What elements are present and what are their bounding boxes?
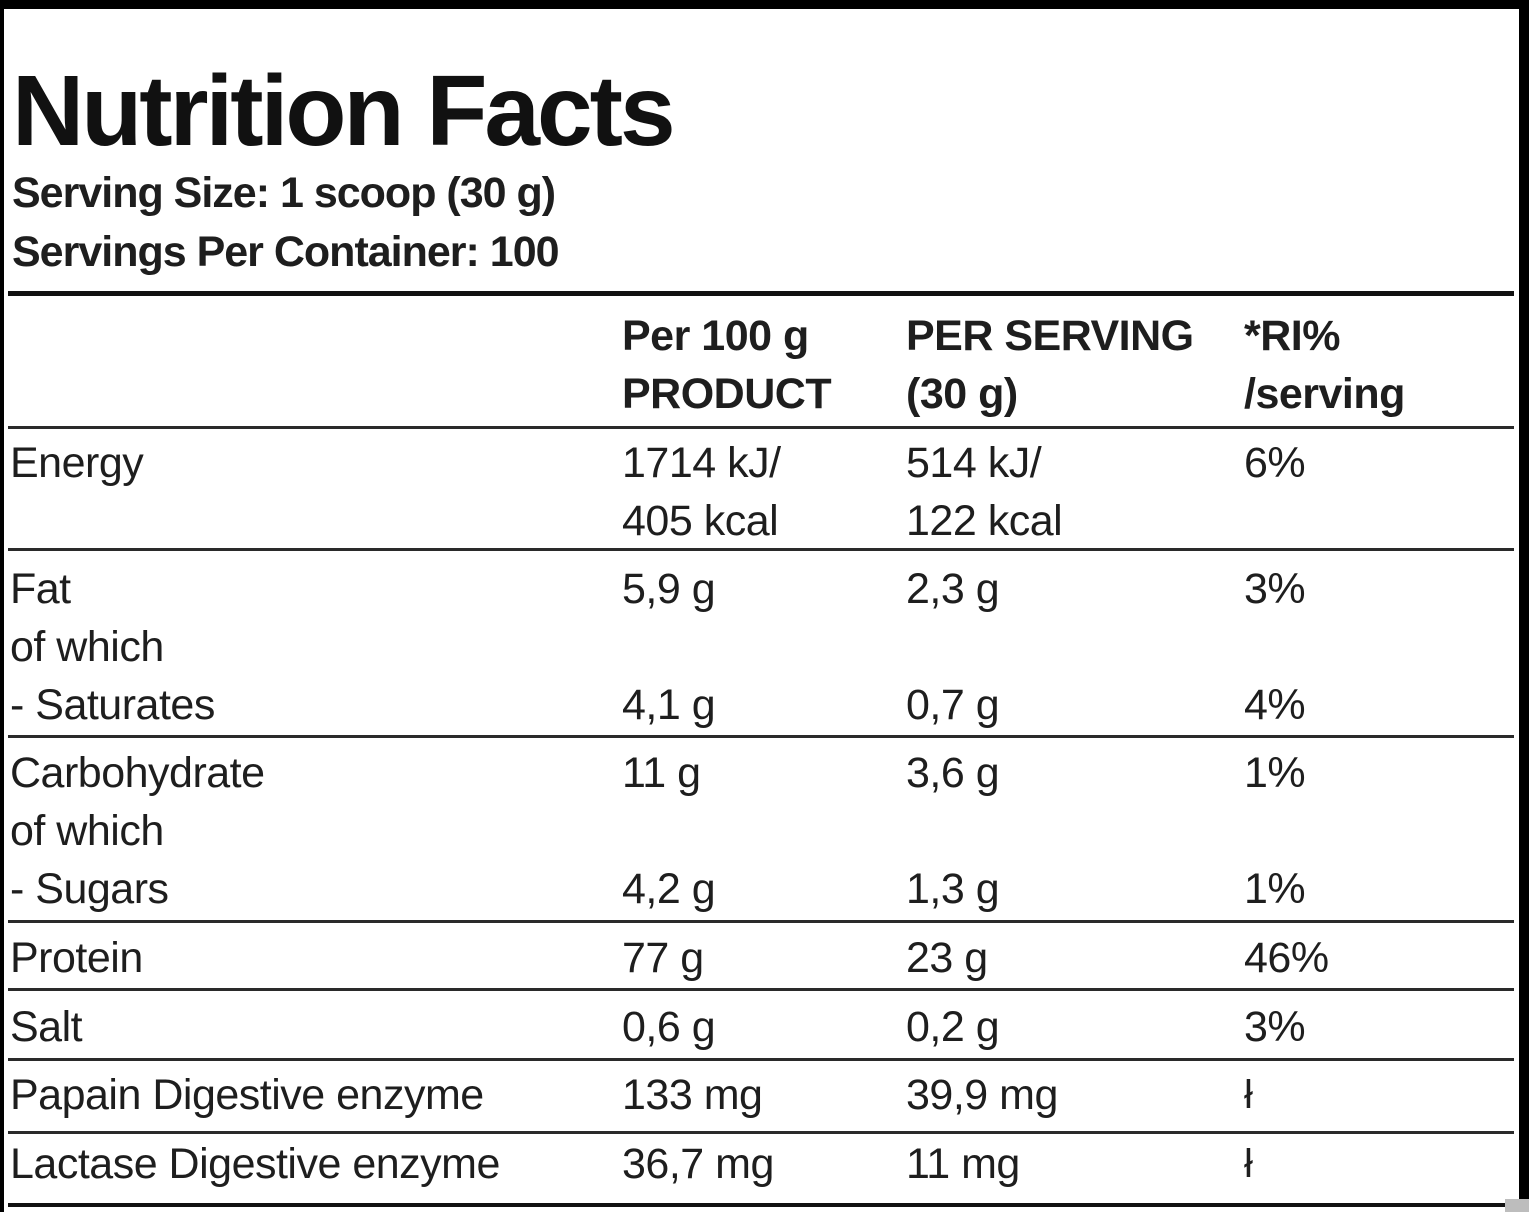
salt-per-serving: 0,2 g xyxy=(906,1003,1000,1051)
nutrient-name-lactase: Lactase Digestive enzyme xyxy=(10,1140,500,1188)
nutrient-name-energy: Energy xyxy=(10,439,144,487)
nutrient-name-fat: Fat xyxy=(10,565,71,613)
row-divider xyxy=(8,1058,1514,1061)
label-title: Nutrition Facts xyxy=(12,55,676,167)
protein-ri: 46% xyxy=(1244,934,1329,982)
corner-mark xyxy=(1505,1199,1529,1212)
row-divider xyxy=(8,920,1514,923)
header-divider xyxy=(8,291,1514,296)
column-header-ri-line1: *RI% xyxy=(1244,312,1340,360)
nutrient-name-carbohydrate: Carbohydrate xyxy=(10,749,265,797)
column-header-per-100g-line2: PRODUCT xyxy=(622,370,832,418)
column-header-per-serving-line2: (30 g) xyxy=(906,370,1018,418)
energy-ri: 6% xyxy=(1244,439,1306,487)
papain-per-serving: 39,9 mg xyxy=(906,1071,1058,1119)
sugars-ri: 1% xyxy=(1244,865,1306,913)
row-divider xyxy=(8,735,1514,738)
energy-per-serving-kcal: 122 kcal xyxy=(906,497,1063,545)
salt-ri: 3% xyxy=(1244,1003,1306,1051)
energy-per-serving-kj: 514 kJ/ xyxy=(906,439,1042,487)
bottom-divider xyxy=(8,1203,1514,1207)
nutrition-label: Nutrition Facts Serving Size: 1 scoop (3… xyxy=(4,9,1519,1212)
nutrient-name-sugars: - Sugars xyxy=(10,865,169,913)
carbohydrate-ri: 1% xyxy=(1244,749,1306,797)
saturates-per-100g: 4,1 g xyxy=(622,681,716,729)
papain-ri-not-established: ł xyxy=(1244,1073,1253,1117)
papain-per-100g: 133 mg xyxy=(622,1071,763,1119)
lactase-per-100g: 36,7 mg xyxy=(622,1140,774,1188)
nutrient-name-protein: Protein xyxy=(10,934,143,982)
row-divider xyxy=(8,1131,1514,1134)
nutrient-name-papain: Papain Digestive enzyme xyxy=(10,1071,484,1119)
column-header-per-100g-line1: Per 100 g xyxy=(622,312,809,360)
saturates-ri: 4% xyxy=(1244,681,1306,729)
lactase-ri-not-established: ł xyxy=(1244,1142,1253,1186)
energy-per-100g-kcal: 405 kcal xyxy=(622,497,779,545)
saturates-per-serving: 0,7 g xyxy=(906,681,1000,729)
serving-size: Serving Size: 1 scoop (30 g) xyxy=(12,169,556,217)
protein-per-100g: 77 g xyxy=(622,934,704,982)
row-divider xyxy=(8,426,1514,429)
protein-per-serving: 23 g xyxy=(906,934,988,982)
sugars-per-serving: 1,3 g xyxy=(906,865,1000,913)
row-divider xyxy=(8,548,1514,551)
fat-of-which-label: of which xyxy=(10,623,164,671)
energy-per-100g-kj: 1714 kJ/ xyxy=(622,439,781,487)
fat-per-100g: 5,9 g xyxy=(622,565,716,613)
fat-per-serving: 2,3 g xyxy=(906,565,1000,613)
carbohydrate-of-which-label: of which xyxy=(10,807,164,855)
sugars-per-100g: 4,2 g xyxy=(622,865,716,913)
fat-ri: 3% xyxy=(1244,565,1306,613)
nutrient-name-saturates: - Saturates xyxy=(10,681,215,729)
lactase-per-serving: 11 mg xyxy=(906,1140,1020,1188)
carbohydrate-per-100g: 11 g xyxy=(622,749,701,797)
column-header-per-serving-line1: PER SERVING xyxy=(906,312,1194,360)
carbohydrate-per-serving: 3,6 g xyxy=(906,749,1000,797)
nutrient-name-salt: Salt xyxy=(10,1003,83,1051)
column-header-ri-line2: /serving xyxy=(1244,370,1405,418)
salt-per-100g: 0,6 g xyxy=(622,1003,716,1051)
servings-per-container: Servings Per Container: 100 xyxy=(12,228,560,276)
row-divider xyxy=(8,988,1514,991)
